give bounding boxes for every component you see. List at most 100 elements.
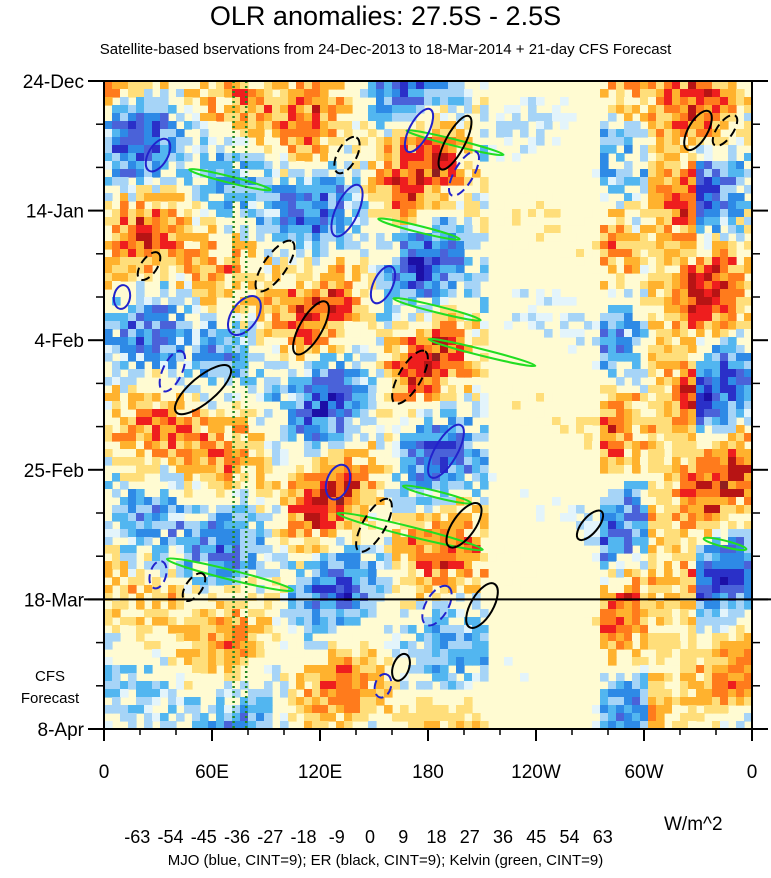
heat-cell — [288, 337, 297, 346]
heat-cell — [408, 561, 417, 570]
heat-cell — [120, 385, 129, 394]
heat-cell — [240, 153, 249, 162]
heat-cell — [216, 697, 225, 706]
heat-cell — [312, 209, 321, 218]
heat-cell — [320, 153, 329, 162]
heat-cell — [160, 105, 169, 114]
heat-cell — [264, 281, 273, 290]
heat-cell — [216, 473, 225, 482]
heat-cell — [720, 297, 729, 306]
heat-cell — [368, 193, 377, 202]
heat-cell — [600, 505, 609, 514]
heat-cell — [136, 345, 145, 354]
heat-cell — [376, 185, 385, 194]
heat-cell — [200, 449, 209, 458]
heat-cell — [536, 289, 545, 298]
heat-cell — [704, 313, 713, 322]
heat-cell — [400, 681, 409, 690]
heat-cell — [720, 641, 729, 650]
heat-cell — [640, 529, 649, 538]
heat-cell — [224, 393, 233, 402]
heat-cell — [720, 249, 729, 258]
heat-cell — [480, 201, 489, 210]
heat-cell — [416, 97, 425, 106]
heat-cell — [624, 201, 633, 210]
heat-cell — [336, 273, 345, 282]
heat-cell — [304, 297, 313, 306]
heat-cell — [168, 481, 177, 490]
heat-cell — [392, 89, 401, 98]
heat-cell — [712, 577, 721, 586]
heat-cell — [648, 617, 657, 626]
heat-cell — [664, 161, 673, 170]
heat-cell — [720, 369, 729, 378]
heat-cell — [328, 369, 337, 378]
heat-cell — [632, 457, 641, 466]
heat-cell — [104, 281, 113, 290]
heat-cell — [576, 257, 585, 266]
heat-cell — [104, 657, 113, 666]
heat-cell — [648, 609, 657, 618]
heat-cell — [440, 457, 449, 466]
heat-cell — [160, 161, 169, 170]
heat-cell — [696, 177, 705, 186]
heat-cell — [224, 433, 233, 442]
heat-cell — [464, 641, 473, 650]
heat-cell — [144, 593, 153, 602]
mjo-contour — [324, 463, 352, 501]
heat-cell — [240, 417, 249, 426]
heat-cell — [136, 689, 145, 698]
heat-cell — [360, 257, 369, 266]
heat-cell — [360, 705, 369, 714]
heat-cell — [264, 337, 273, 346]
heat-cell — [496, 545, 505, 554]
heat-cell — [512, 153, 521, 162]
heat-cell — [104, 433, 113, 442]
heat-cell — [320, 337, 329, 346]
heat-cell — [640, 169, 649, 178]
heat-cell — [592, 417, 601, 426]
heat-cell — [272, 225, 281, 234]
heat-cell — [456, 113, 465, 122]
heat-cell — [512, 313, 521, 322]
heat-cell — [472, 337, 481, 346]
heat-cell — [408, 393, 417, 402]
heat-cell — [280, 329, 289, 338]
heat-cell — [408, 505, 417, 514]
heat-cell — [376, 193, 385, 202]
heat-cell — [256, 153, 265, 162]
heat-cell — [688, 345, 697, 354]
heat-cell — [456, 705, 465, 714]
heat-cell — [696, 473, 705, 482]
heat-cell — [328, 353, 337, 362]
heat-cell — [600, 705, 609, 714]
heat-cell — [176, 441, 185, 450]
heat-cell — [336, 689, 345, 698]
heat-cell — [448, 409, 457, 418]
heat-cell — [616, 609, 625, 618]
heat-cell — [456, 449, 465, 458]
heat-cell — [712, 417, 721, 426]
heat-cell — [224, 337, 233, 346]
heat-cell — [616, 441, 625, 450]
heat-cell — [672, 129, 681, 138]
heat-cell — [656, 241, 665, 250]
heat-cell — [400, 361, 409, 370]
heat-cell — [616, 505, 625, 514]
heat-cell — [288, 217, 297, 226]
heat-cell — [400, 345, 409, 354]
heat-cell — [464, 321, 473, 330]
heat-cell — [304, 145, 313, 154]
heat-cell — [672, 609, 681, 618]
heat-cell — [136, 473, 145, 482]
heat-cell — [552, 209, 561, 218]
heat-cell — [336, 81, 345, 90]
heat-cell — [432, 713, 441, 722]
heat-cell — [736, 649, 745, 658]
heat-cell — [208, 177, 217, 186]
heat-cell — [208, 121, 217, 130]
heat-cell — [128, 209, 137, 218]
heat-cell — [280, 361, 289, 370]
heat-cell — [232, 537, 241, 546]
heat-cell — [632, 633, 641, 642]
